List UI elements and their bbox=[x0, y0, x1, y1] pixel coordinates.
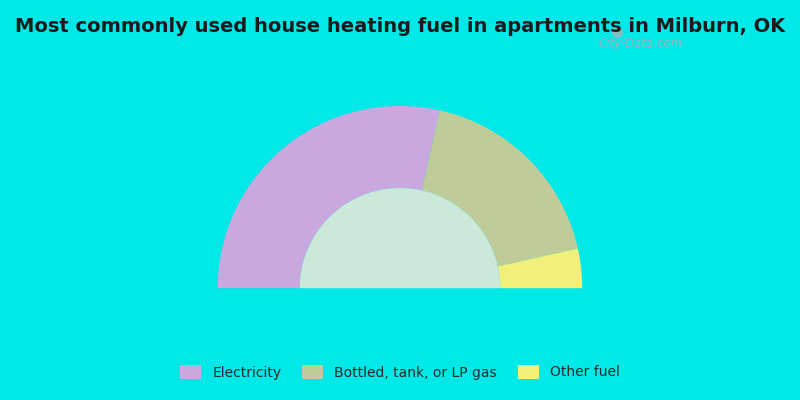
Polygon shape bbox=[300, 188, 500, 288]
Text: Most commonly used house heating fuel in apartments in Milburn, OK: Most commonly used house heating fuel in… bbox=[15, 16, 785, 36]
Polygon shape bbox=[422, 110, 578, 266]
Text: City-Data.com: City-Data.com bbox=[598, 37, 682, 50]
Polygon shape bbox=[218, 106, 440, 288]
Legend: Electricity, Bottled, tank, or LP gas, Other fuel: Electricity, Bottled, tank, or LP gas, O… bbox=[175, 359, 625, 385]
Polygon shape bbox=[498, 248, 582, 288]
